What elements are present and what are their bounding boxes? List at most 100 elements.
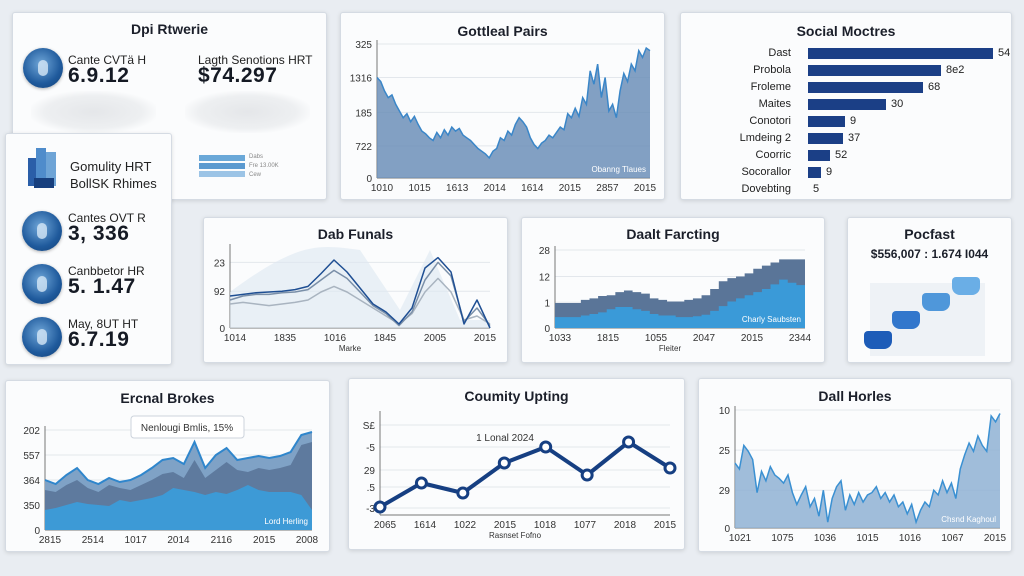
x-tick-label: 1017 [125,535,148,546]
x-tick-label: 1010 [371,183,394,194]
y-tick-label: 25 [719,446,731,457]
x-tick-label: 1845 [374,333,397,344]
bar-value: 8e2 [946,64,965,76]
series-line [229,277,491,325]
legend-bars [199,155,245,177]
y-tick-label: 722 [355,142,372,153]
x-tick-label: 2514 [82,535,105,546]
x-tick-label: 2014 [484,183,507,194]
y-tick-label: 29 [719,486,731,497]
metric-icon [22,211,62,251]
x-tick-label: 1075 [771,533,794,544]
kpi-value: $74.297 [198,64,278,87]
pocfast-title: Pocfast [904,226,955,242]
legend-item: Cew [249,172,262,178]
x-tick-label: 1022 [454,520,477,531]
x-tick-label: 1015 [408,183,431,194]
bar-value: 9 [826,166,833,178]
bar-label: Socorallor [741,166,791,178]
chart-title: Dall Horles [818,388,892,404]
x-tick-label: 1036 [814,533,837,544]
y-tick-label: S£ [363,421,376,432]
side-heading: Gomulity HRT [70,159,152,174]
x-tick-label: 2015 [494,520,517,531]
building-icon [28,144,60,188]
series-area [45,485,312,530]
kpi-label: May, 8UT HT [68,317,139,331]
y-tick-label: -3 [366,504,375,515]
bar-row: Maites 30 [681,98,1013,111]
kpi-card: Dpi Rtwerie Cante CVTä H 6.9.12 Lagth Se… [12,12,327,200]
y-tick-label: 23 [214,258,226,269]
callout-box [130,415,245,439]
bar-value: 30 [891,98,904,110]
bar-value: 68 [928,81,941,93]
x-tick-label: 2065 [374,520,397,531]
y-tick-label: 1 [544,298,550,309]
x-axis-label: Marke [339,344,362,353]
chart-note: Charly Saubsten [742,315,801,324]
steps-illustration [864,277,985,356]
chart-note: Chsnd Kaghoul [941,515,996,524]
data-point [373,500,387,514]
x-tick-label: 2018 [614,520,637,531]
bar-label: Dovebting [741,183,791,195]
y-tick-label: 364 [23,476,40,487]
side-kpi-card: Gomulity HRT BollSK Rhimes Cantes OVT R … [5,133,172,365]
kpi-card-title: Dpi Rtwerie [130,21,208,37]
chart-coumity: S£ -5 29 .5 -3 2065 1614 1022 2015 1018 1077 2018 20… [363,411,677,540]
bar-label: Dast [768,47,791,59]
bar [808,116,845,127]
x-tick-label: 2344 [789,333,812,344]
metric-icon [23,48,63,88]
y-tick-label: 0 [724,524,730,535]
x-tick-label: 1835 [274,333,297,344]
social-card: Social Moctres Dast 54 Probola 8e2 Froleme 68… [680,12,1012,200]
chart-note: Lord Herling [264,517,308,526]
series-line [44,431,313,486]
y-tick-label: 0 [366,174,372,185]
data-point [414,476,428,490]
x-tick-label: 2015 [741,333,764,344]
x-tick-label: 2047 [693,333,716,344]
x-tick-label: 2008 [296,535,319,546]
chart-annotation: 1 Lonal 2024 [476,433,534,444]
metric-icon [22,317,62,357]
x-tick-label: 1614 [521,183,544,194]
y-tick-label: 29 [364,466,376,477]
chart-card-coumity: Coumity Upting [348,378,685,550]
metric-icon [22,264,62,304]
bar-value: 9 [850,115,857,127]
bar-value: 52 [835,149,848,161]
x-tick-label: 2015 [634,183,657,194]
y-tick-label: 92 [214,287,226,298]
x-tick-label: 1613 [446,183,469,194]
bar [808,82,923,93]
bar [808,133,843,144]
chart-title: Dab Funals [317,226,394,242]
map-image [185,91,310,133]
y-tick-label: 185 [355,108,372,119]
pocfast-value: $556,007 : 1.674 I044 [870,247,989,261]
y-tick-label: -5 [366,443,375,454]
data-point [663,461,677,475]
y-tick-label: 202 [23,426,40,437]
bar-label: Probola [753,64,791,76]
area-fill [377,48,650,178]
x-tick-label: 2015 [474,333,497,344]
y-tick-label: 0 [219,324,225,335]
chart-title: Ercnal Brokes [120,390,215,406]
data-point [497,456,511,470]
x-tick-label: 2014 [167,535,190,546]
bar-value: 5 [813,183,820,195]
data-point [622,435,636,449]
x-tick-label: 1614 [414,520,437,531]
bar-row: Socorallor 9 [681,166,1013,179]
x-tick-label: 2015 [253,535,276,546]
chart-note: Obanng Tlaues [591,165,646,174]
kpi-label: Canbbetor HR [68,264,145,278]
x-tick-label: 1014 [224,333,247,344]
series-area [555,279,805,328]
